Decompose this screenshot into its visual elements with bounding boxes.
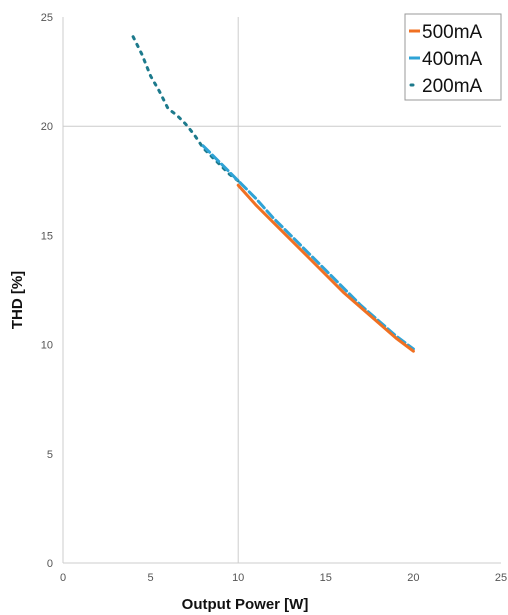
x-axis-title: Output Power [W]	[182, 596, 309, 613]
legend-box	[404, 13, 502, 101]
y-tick-label: 15	[41, 230, 53, 242]
y-tick-labels: 0 5 10 15 20 25	[41, 12, 53, 570]
series-line-400mA	[201, 144, 415, 351]
y-tick-label: 20	[41, 121, 53, 133]
x-tick-label: 0	[60, 572, 66, 584]
legend-label-500mA: 500mA	[422, 22, 483, 43]
x-tick-label: 25	[495, 572, 507, 584]
series-lines	[131, 35, 415, 353]
legend: 500mA 400mA 200mA	[404, 13, 502, 101]
y-tick-label: 0	[47, 558, 53, 570]
plot-area	[62, 17, 501, 564]
x-tick-label: 10	[232, 572, 244, 584]
y-tick-label: 5	[47, 449, 53, 461]
y-axis-title: THD [%]	[9, 271, 26, 329]
y-tick-label: 25	[41, 12, 53, 24]
series-line-200mA	[131, 35, 240, 183]
x-tick-label: 15	[320, 572, 332, 584]
x-tick-labels: 0 5 10 15 20 25	[60, 572, 507, 584]
legend-label-200mA: 200mA	[422, 76, 483, 97]
x-tick-label: 20	[407, 572, 419, 584]
gridlines	[63, 17, 501, 563]
x-tick-label: 5	[148, 572, 154, 584]
y-tick-label: 10	[41, 340, 53, 352]
series-line-500mA	[236, 183, 415, 353]
legend-label-400mA: 400mA	[422, 49, 483, 70]
